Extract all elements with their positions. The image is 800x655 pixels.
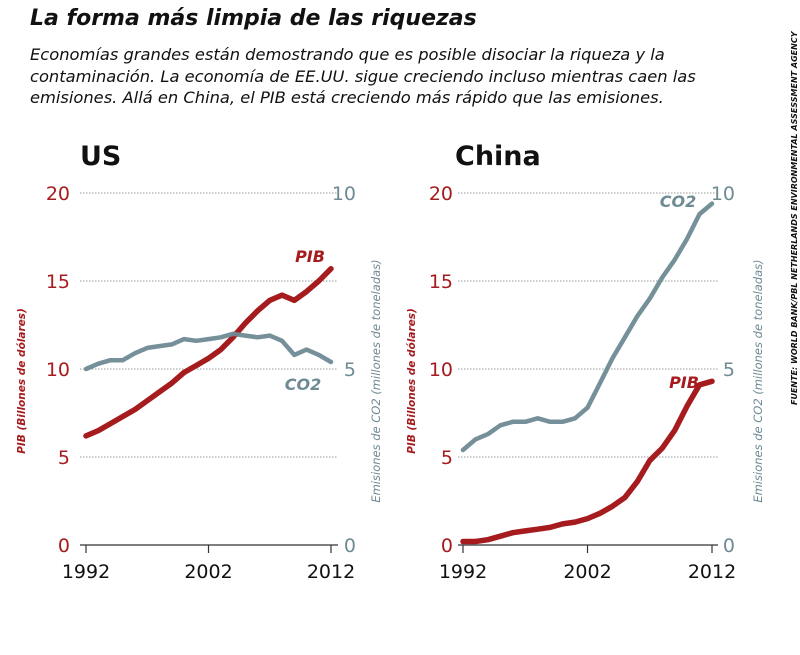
chart-china-x-tick-label: 2002 (563, 561, 611, 583)
chart-china-x-tick-label: 1992 (439, 561, 487, 583)
chart-china-left-tick-label: 5 (441, 447, 453, 469)
chart-us-x-tick-label: 2012 (307, 561, 355, 583)
chart-china-co2-line (460, 201, 715, 453)
chart-china-left-tick-label: 15 (429, 271, 453, 293)
chart-us-co2-label: CO2 (285, 375, 321, 394)
chart-china-left-tick-label: 20 (429, 183, 453, 205)
page-title: La forma más limpia de las riquezas (30, 6, 477, 31)
chart-us-left-tick-label: 5 (58, 447, 70, 469)
chart-china-right-tick-label: 5 (723, 359, 735, 381)
chart-china-right-tick-label: 0 (723, 535, 735, 557)
chart-china-gdp-label: PIB (669, 373, 699, 392)
chart-us-left-tick-label: 15 (46, 271, 70, 293)
chart-china-right-tick-label: 10 (711, 183, 735, 205)
chart-us-x-tick-label: 1992 (62, 561, 110, 583)
chart-china-co2-label: CO2 (660, 192, 696, 211)
page-subtitle: Economías grandes están demostrando que … (30, 45, 696, 107)
chart-us-left-tick-label: 20 (46, 183, 70, 205)
chart-us-right-axis-label: Emisiones de CO2 (millones de toneladas) (369, 259, 383, 502)
chart-china-title: China (455, 141, 541, 172)
chart-china-left-tick-label: 10 (429, 359, 453, 381)
chart-china-x-tick-label: 2012 (688, 561, 736, 583)
chart-china-right-axis-label: Emisiones de CO2 (millones de toneladas) (751, 259, 765, 502)
chart-us-left-axis-label: PIB (Billones de dólares) (16, 308, 28, 454)
chart-us-right-tick-label: 0 (344, 535, 356, 557)
chart-us-x-tick-label: 2002 (184, 561, 232, 583)
chart-us-title: US (80, 141, 121, 172)
chart-us-gdp-line (83, 265, 334, 439)
chart-china-left-axis-label: PIB (Billones de dólares) (406, 308, 418, 454)
chart-us-co2-line (83, 331, 334, 372)
chart-us-left-tick-label: 10 (46, 359, 70, 381)
source-note: FUENTE: WORLD BANK/PBL NETHERLANDS ENVIR… (790, 31, 799, 406)
chart-china-left-tick-label: 0 (441, 535, 453, 557)
chart-us-gdp-label: PIB (295, 247, 325, 266)
chart-us-left-tick-label: 0 (58, 535, 70, 557)
chart-us-right-tick-label: 10 (332, 183, 356, 205)
chart-china-gdp-line (460, 378, 715, 545)
chart-us-right-tick-label: 5 (344, 359, 356, 381)
